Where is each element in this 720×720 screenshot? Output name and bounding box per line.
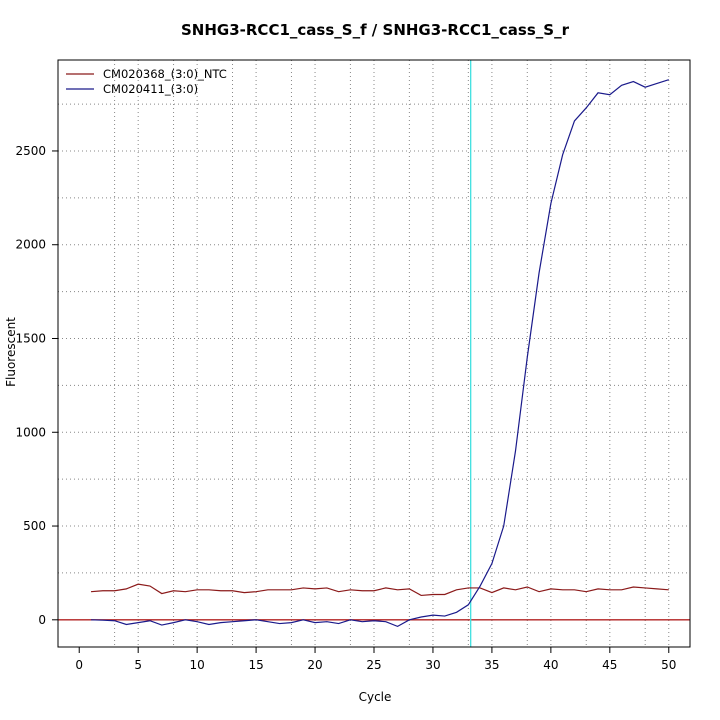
legend-label-2: CM020411_(3:0) [103,82,198,96]
series-line-1 [90,583,669,597]
y-tick-label: 2500 [15,144,46,158]
y-tick-label: 500 [23,519,46,533]
y-axis-label: Fluorescent [4,317,18,387]
x-tick-label: 0 [75,658,83,672]
x-axis-label: Cycle [359,690,392,704]
x-tick-label: 50 [661,658,676,672]
x-axis: 0 5 10 15 20 25 30 35 40 45 50 [75,647,676,672]
y-tick-label: 1500 [15,331,46,345]
reference-lines [58,60,690,647]
chart-title: SNHG3-RCC1_cass_S_f / SNHG3-RCC1_cass_S_… [181,21,570,39]
y-tick-label: 1000 [15,425,46,439]
x-tick-label: 10 [189,658,204,672]
x-tick-label: 5 [134,658,142,672]
x-tick-label: 35 [484,658,499,672]
x-tick-label: 30 [425,658,440,672]
y-tick-label: 0 [38,613,46,627]
series-line-2 [90,79,669,628]
y-axis: 0 500 1000 1500 2000 2500 [15,144,58,627]
legend-label-1: CM020368_(3:0)_NTC [103,67,227,81]
x-tick-label: 15 [248,658,263,672]
x-tick-label: 20 [307,658,322,672]
series-lines [90,79,669,628]
y-tick-label: 2000 [15,238,46,252]
x-tick-label: 25 [366,658,381,672]
x-tick-label: 40 [543,658,558,672]
x-tick-label: 45 [602,658,617,672]
grid-lines [58,60,690,647]
